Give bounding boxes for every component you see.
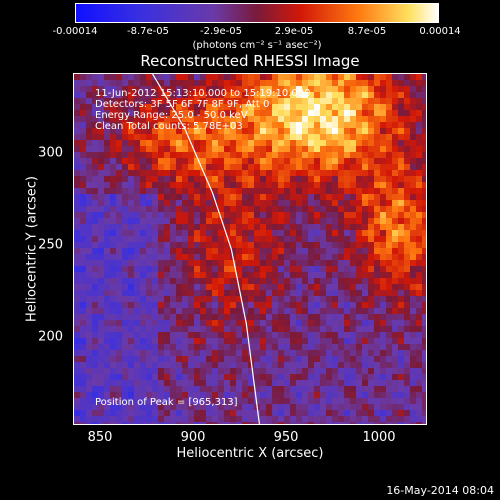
colorbar-tick: -2.9e-05 [200,26,242,37]
plot-frame [73,73,427,425]
annotation-peak-position: Position of Peak = [965,313] [95,397,238,408]
x-tick-label: 850 [87,430,113,445]
colorbar-unit-label: (photons cm⁻² s⁻¹ asec⁻²) [192,40,322,51]
colorbar-tick: -0.00014 [52,26,98,37]
heatmap-image [74,74,426,424]
annotation-detectors: Detectors: 3F 5F 6F 7F 8F 9F, Att 0 [95,99,270,110]
x-tick-label: 1000 [362,430,396,445]
y-tick-label: 300 [38,145,63,161]
annotation-energy-range: Energy Range: 25.0 - 50.0 keV [95,110,248,121]
heatmap-cells [74,74,426,424]
footer-timestamp: 16-May-2014 08:04 [386,484,494,497]
colorbar-tick: 0.00014 [419,26,461,37]
chart-title: Reconstructed RHESSI Image [140,52,360,70]
y-tick-label: 200 [38,329,63,345]
y-axis-label: Heliocentric Y (arcsec) [24,176,40,322]
annotation-clean-counts: Clean Total counts: 5.78E+03 [95,121,243,132]
colorbar-tick: -8.7e-05 [127,26,169,37]
colorbar [75,3,439,23]
colorbar-tick: 8.7e-05 [347,26,387,37]
colorbar-tick: 2.9e-05 [274,26,314,37]
y-tick-label: 250 [38,237,63,253]
x-tick-label: 900 [180,430,206,445]
x-axis-label: Heliocentric X (arcsec) [176,446,324,461]
x-tick-label: 950 [273,430,299,445]
annotation-time-range: 11-Jun-2012 15:13:10.000 to 15:19:10.000 [95,88,311,99]
solar-limb-curve [152,74,260,424]
